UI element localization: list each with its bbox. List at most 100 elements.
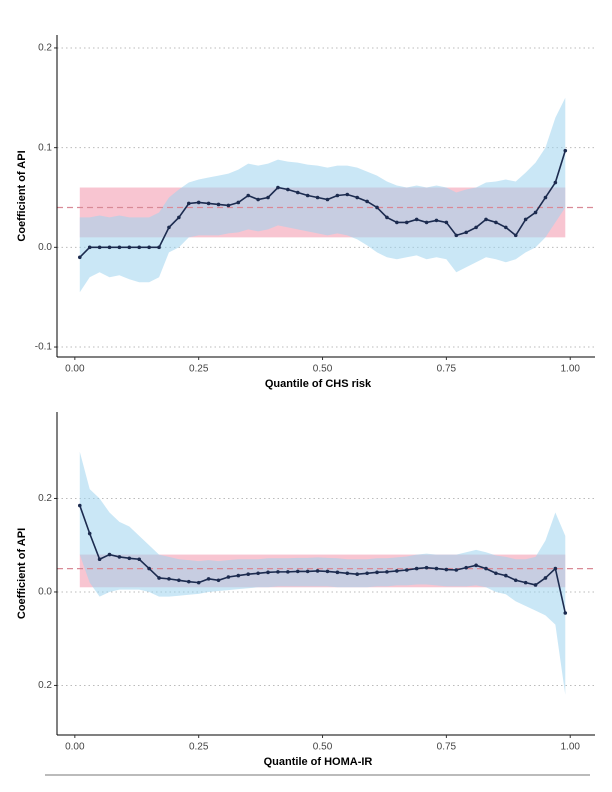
point [325, 569, 330, 574]
point [543, 576, 548, 580]
point [533, 210, 538, 215]
point [553, 180, 558, 185]
point [355, 572, 360, 577]
point [395, 220, 399, 225]
x-tick-label: 1.00 [560, 364, 580, 375]
point [335, 570, 340, 575]
point [454, 233, 459, 238]
point [494, 220, 498, 225]
point [404, 220, 409, 225]
point [246, 572, 251, 577]
point [365, 571, 369, 576]
point [305, 193, 310, 198]
y-tick-label: 0.2 [38, 493, 52, 504]
y-axis-title: Coefficient of API [16, 150, 28, 241]
point [127, 556, 132, 561]
x-tick-label: 0.50 [313, 742, 333, 753]
point [97, 245, 102, 250]
point [186, 579, 191, 584]
point [87, 531, 92, 536]
y-tick-label: 0.2 [38, 43, 52, 54]
point [266, 570, 270, 575]
point [226, 203, 231, 208]
x-tick-label: 0.25 [189, 742, 209, 753]
point [147, 566, 151, 571]
point [77, 255, 82, 260]
point [256, 571, 260, 576]
point [513, 578, 518, 583]
point [464, 565, 468, 570]
point [395, 569, 399, 573]
point [177, 578, 181, 583]
point [117, 245, 122, 250]
point [127, 245, 132, 250]
point [216, 202, 221, 207]
point [355, 195, 360, 200]
point [315, 569, 320, 573]
point [167, 577, 171, 581]
y-tick-label: 0.1 [38, 142, 52, 153]
y-tick-label: 0.0 [38, 587, 52, 598]
point [563, 611, 568, 615]
point [206, 201, 211, 206]
point [404, 568, 409, 572]
point [414, 566, 419, 571]
point [345, 192, 350, 197]
point [77, 503, 82, 508]
point [236, 200, 241, 205]
point [157, 576, 161, 580]
point [167, 225, 171, 230]
point [563, 148, 568, 153]
point [464, 230, 468, 235]
point [87, 245, 92, 250]
point [295, 569, 300, 574]
point [424, 220, 429, 225]
point [385, 215, 389, 220]
point [434, 566, 439, 571]
point [375, 205, 379, 210]
point [157, 245, 161, 250]
y-tick-label: 0.0 [38, 242, 52, 253]
point [186, 201, 191, 206]
point [286, 570, 290, 574]
quantile-ci [79, 451, 566, 695]
point [276, 185, 280, 190]
x-tick-label: 1.00 [560, 742, 580, 753]
point [107, 552, 112, 557]
point [325, 197, 330, 202]
y-axis-title: Coefficient of API [16, 528, 28, 619]
point [266, 195, 270, 200]
point [256, 197, 260, 202]
point [543, 195, 548, 200]
point [286, 187, 290, 192]
point [484, 566, 488, 571]
point [414, 217, 419, 222]
x-tick-label: 0.75 [437, 742, 457, 753]
point [97, 557, 102, 562]
point [474, 563, 478, 568]
point [434, 218, 439, 223]
point [137, 557, 142, 562]
x-axis-title: Quantile of CHS risk [265, 378, 372, 390]
point [533, 583, 538, 587]
point [424, 565, 429, 570]
point [523, 217, 528, 222]
point [474, 225, 478, 230]
x-tick-label: 0.00 [65, 364, 85, 375]
point [295, 190, 300, 195]
point [315, 195, 320, 200]
point [177, 215, 181, 220]
point [523, 580, 528, 585]
point [444, 220, 449, 225]
point [236, 573, 241, 578]
point [553, 566, 558, 571]
quantile-ci [79, 97, 566, 293]
point [484, 217, 488, 222]
point [385, 570, 389, 574]
quantile-line [79, 150, 567, 258]
point [444, 567, 449, 572]
point [504, 573, 508, 578]
point [226, 575, 231, 579]
point [107, 245, 112, 250]
point [206, 577, 211, 581]
